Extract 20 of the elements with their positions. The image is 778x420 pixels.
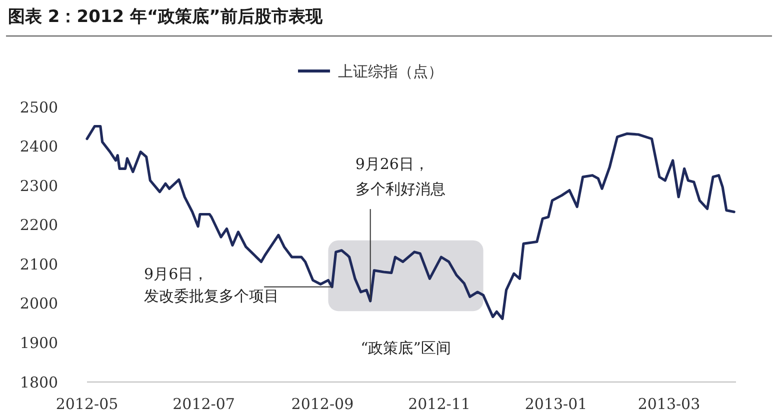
y-tick-label: 2000 [20, 294, 58, 313]
y-tick-label: 2500 [20, 98, 58, 116]
chart-title: 图表 2：2012 年“政策底”前后股市表现 [8, 7, 324, 27]
x-tick-label: 2013-01 [524, 395, 588, 413]
x-tick-label: 2012-11 [408, 395, 470, 413]
x-tick-label: 2012-09 [291, 395, 354, 413]
x-tick-label: 2012-07 [172, 395, 235, 413]
y-tick-label: 2200 [20, 216, 58, 234]
x-tick-label: 2013-03 [638, 395, 700, 413]
line-series [86, 124, 736, 320]
band-label: “政策底”区间 [360, 339, 451, 358]
y-tick-label: 2300 [20, 176, 58, 195]
y-tick-label: 2400 [20, 138, 58, 156]
annotation: 9月6日，发改委批复多个项目 [144, 264, 280, 305]
y-tick-label: 1900 [20, 334, 58, 352]
annotation: 9月26日，多个利好消息 [355, 155, 446, 198]
legend-label: 上证综指（点） [338, 62, 443, 80]
x-tick-label: 2012-05 [56, 395, 118, 413]
y-tick-label: 1800 [20, 373, 58, 392]
y-tick-label: 2100 [20, 255, 58, 274]
